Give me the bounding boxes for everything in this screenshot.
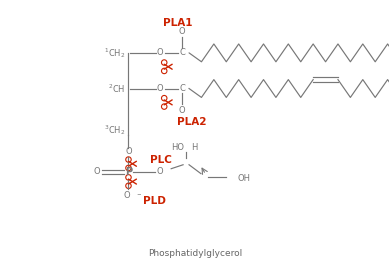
Text: O: O	[125, 147, 132, 157]
Text: O: O	[179, 106, 185, 115]
Text: PLA1: PLA1	[163, 18, 193, 28]
Text: $^2$CH: $^2$CH	[108, 82, 126, 95]
Text: C: C	[179, 84, 185, 93]
Text: O: O	[157, 48, 163, 57]
Text: PLD: PLD	[144, 196, 166, 206]
Text: C: C	[179, 48, 185, 57]
Text: PLA2: PLA2	[177, 117, 207, 127]
Text: PLC: PLC	[150, 155, 172, 165]
Text: $^3$CH$_2$: $^3$CH$_2$	[104, 123, 126, 137]
Text: O: O	[123, 191, 130, 200]
Text: O: O	[157, 84, 163, 93]
Text: O: O	[179, 27, 185, 36]
Text: $^1$CH$_2$: $^1$CH$_2$	[104, 46, 126, 60]
Text: P: P	[125, 167, 132, 177]
Text: Phosphatidylglycerol: Phosphatidylglycerol	[148, 249, 242, 258]
Text: O: O	[93, 167, 100, 176]
Text: O: O	[157, 167, 163, 176]
Text: OH: OH	[238, 174, 251, 183]
Text: H: H	[191, 143, 197, 152]
Text: $^{-}$: $^{-}$	[136, 191, 142, 200]
Text: HO: HO	[172, 143, 184, 152]
